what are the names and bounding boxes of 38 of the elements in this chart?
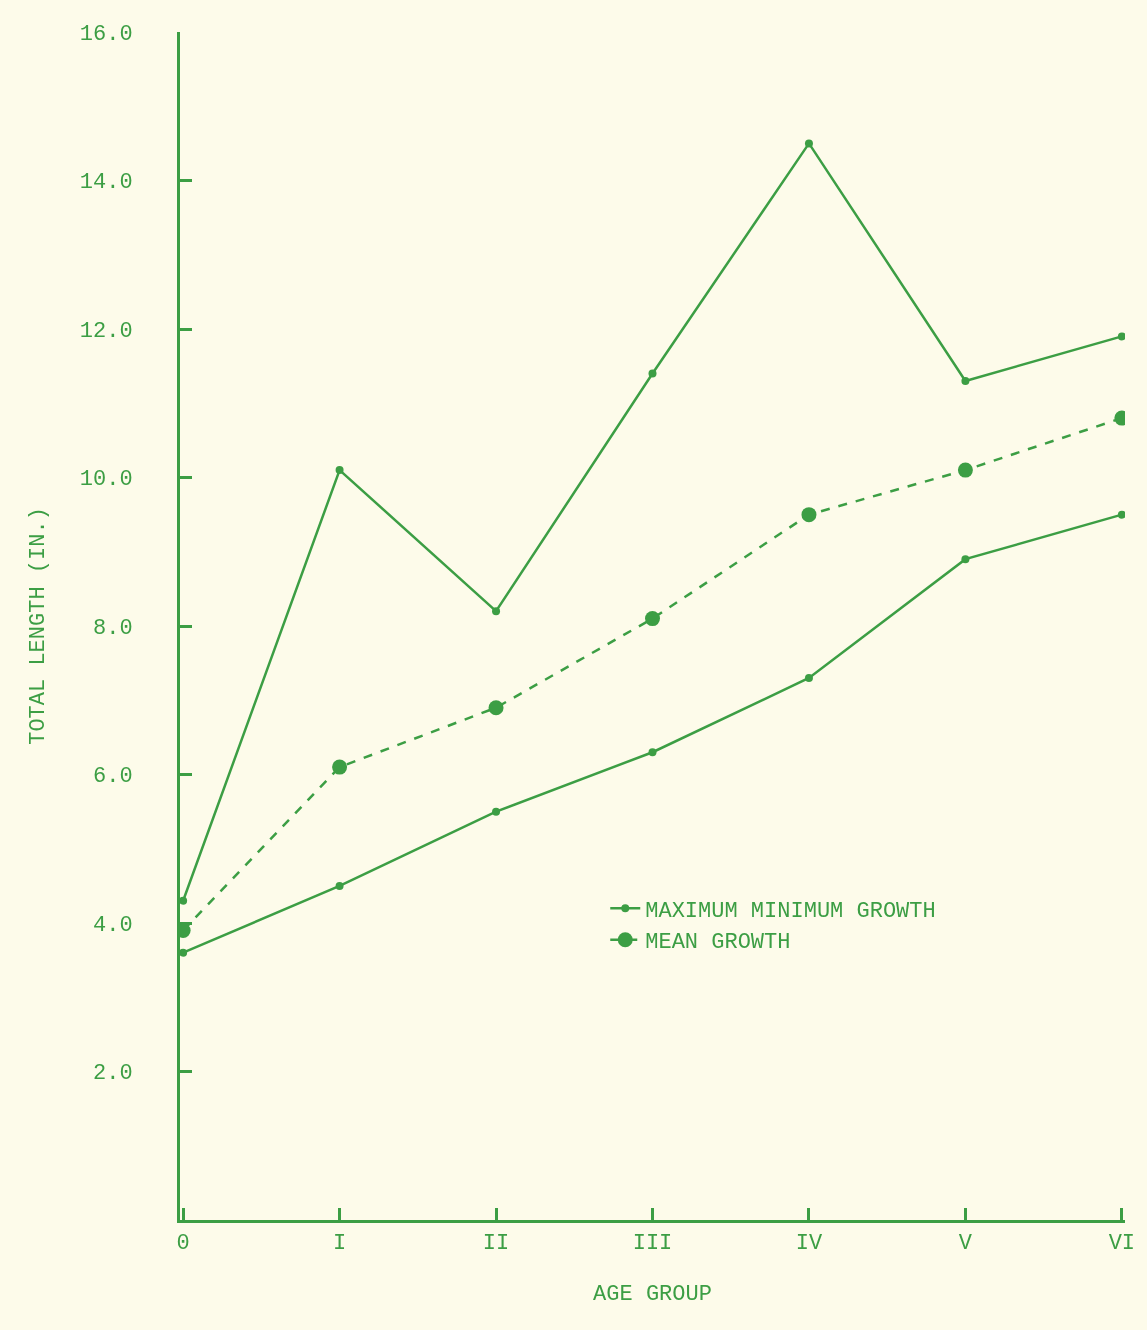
x-tick-label: I (332, 1231, 347, 1257)
x-tick-label: II (482, 1231, 510, 1257)
x-tick-label: 0 (176, 1231, 190, 1257)
point (801, 507, 817, 523)
point (335, 881, 344, 890)
x-tick-label: IV (795, 1231, 823, 1257)
y-tick-label: 8.0 (92, 615, 133, 641)
point (1117, 510, 1125, 519)
legend-label: MEAN GROWTH (645, 930, 791, 956)
x-tick-label: VI (1108, 1231, 1136, 1257)
y-tick-label: 10.0 (79, 467, 133, 493)
y-tick-label: 16.0 (79, 21, 133, 47)
point (1117, 332, 1125, 341)
point (957, 462, 973, 478)
y-tick-label: 2.0 (92, 1061, 133, 1087)
x-axis-title: AGE GROUP (593, 1282, 712, 1308)
point (961, 555, 970, 564)
point (645, 611, 660, 627)
y-tick-label: 6.0 (92, 764, 133, 790)
legend-label: MAXIMUM MINIMUM GROWTH (645, 898, 936, 924)
x-tick-label: V (958, 1231, 973, 1257)
point (488, 700, 504, 716)
point (180, 896, 188, 905)
point (180, 948, 188, 957)
point (804, 139, 813, 148)
point (961, 376, 970, 385)
point (804, 673, 813, 682)
x-tick-label: III (632, 1231, 673, 1257)
y-tick-label: 12.0 (79, 318, 133, 344)
point (492, 607, 501, 616)
y-axis-title: TOTAL LENGTH (IN.) (25, 507, 51, 745)
point (332, 759, 348, 775)
point (492, 807, 501, 816)
point (648, 748, 657, 757)
point (335, 466, 344, 475)
point (648, 369, 657, 378)
y-tick-label: 4.0 (92, 912, 133, 938)
y-tick-label: 14.0 (79, 170, 133, 196)
